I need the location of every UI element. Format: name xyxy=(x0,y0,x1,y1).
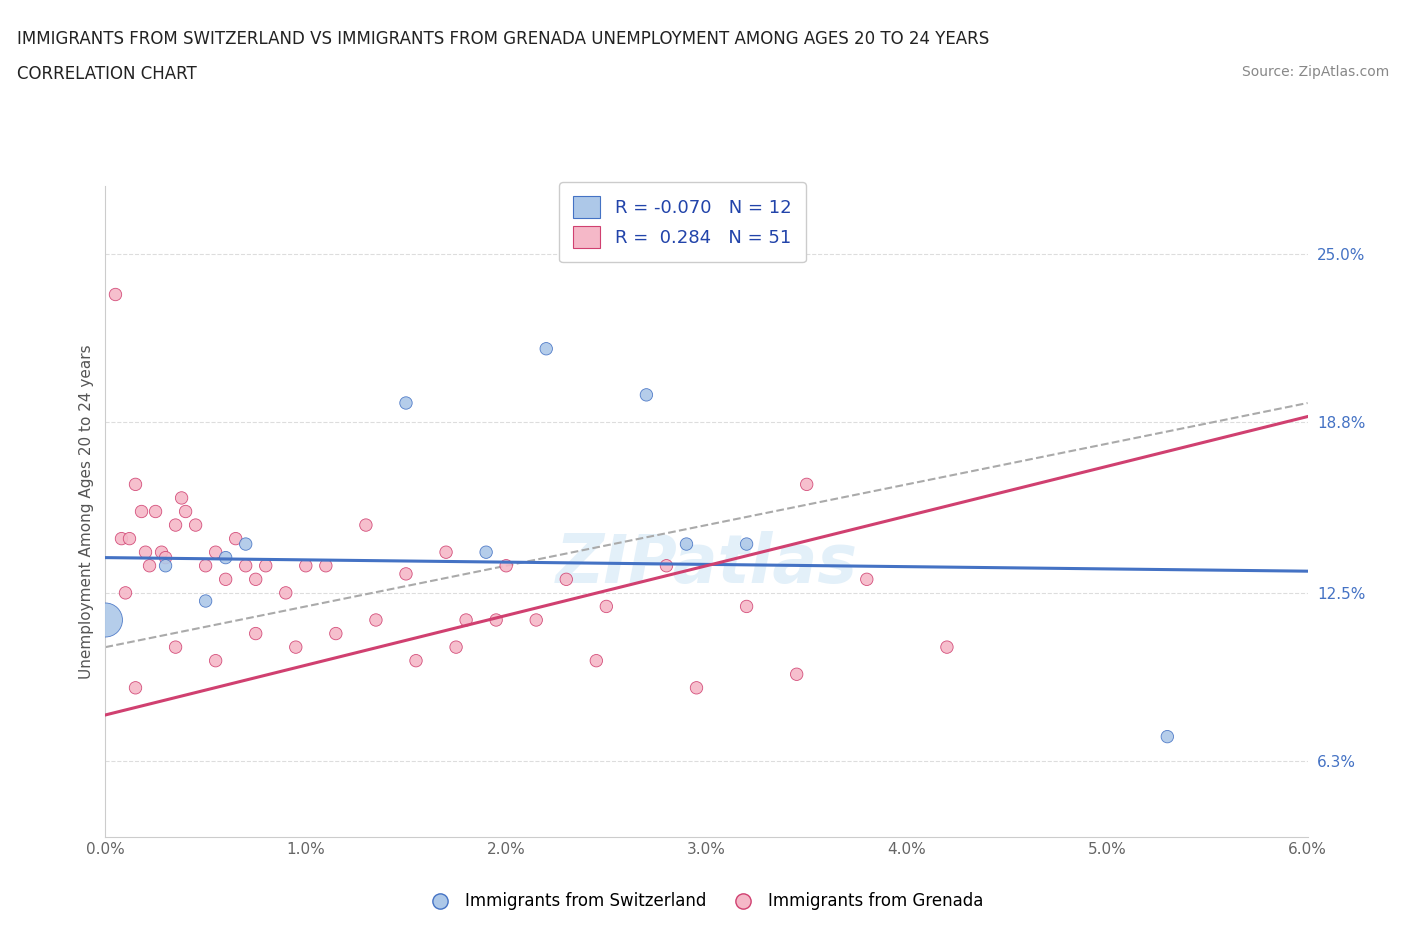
Point xyxy=(131,504,153,519)
Point xyxy=(155,551,177,565)
Point xyxy=(534,341,557,356)
Point xyxy=(94,613,117,628)
Point xyxy=(475,545,498,560)
Point xyxy=(194,558,217,573)
Legend: R = -0.070   N = 12, R =  0.284   N = 51: R = -0.070 N = 12, R = 0.284 N = 51 xyxy=(560,182,806,262)
Point xyxy=(110,531,132,546)
Point xyxy=(735,599,758,614)
Y-axis label: Unemployment Among Ages 20 to 24 years: Unemployment Among Ages 20 to 24 years xyxy=(79,344,94,679)
Text: IMMIGRANTS FROM SWITZERLAND VS IMMIGRANTS FROM GRENADA UNEMPLOYMENT AMONG AGES 2: IMMIGRANTS FROM SWITZERLAND VS IMMIGRANT… xyxy=(17,30,990,47)
Point xyxy=(124,477,146,492)
Point xyxy=(170,490,193,505)
Point xyxy=(104,287,127,302)
Point xyxy=(655,558,678,573)
Point xyxy=(786,667,808,682)
Point xyxy=(434,545,457,560)
Point xyxy=(274,586,297,601)
Point xyxy=(354,518,377,533)
Point xyxy=(1156,729,1178,744)
Point xyxy=(204,545,226,560)
Point xyxy=(315,558,337,573)
Point xyxy=(585,653,607,668)
Point xyxy=(796,477,818,492)
Point xyxy=(114,586,136,601)
Point xyxy=(194,593,217,608)
Point xyxy=(395,395,418,410)
Point xyxy=(184,518,207,533)
Point xyxy=(245,626,267,641)
Text: ZIPatlas: ZIPatlas xyxy=(555,531,858,596)
Point xyxy=(204,653,226,668)
Point xyxy=(685,681,707,696)
Point xyxy=(735,537,758,551)
Point xyxy=(145,504,167,519)
Point xyxy=(124,681,146,696)
Point xyxy=(636,388,658,403)
Point xyxy=(855,572,877,587)
Point xyxy=(405,653,427,668)
Point xyxy=(118,531,141,546)
Point xyxy=(165,640,187,655)
Point xyxy=(294,558,316,573)
Point xyxy=(444,640,467,655)
Legend: Immigrants from Switzerland, Immigrants from Grenada: Immigrants from Switzerland, Immigrants … xyxy=(416,885,990,917)
Point xyxy=(235,558,257,573)
Point xyxy=(214,551,236,565)
Point xyxy=(155,558,177,573)
Point xyxy=(284,640,307,655)
Point xyxy=(454,613,477,628)
Point xyxy=(214,572,236,587)
Point xyxy=(225,531,247,546)
Point xyxy=(595,599,617,614)
Point xyxy=(555,572,578,587)
Point xyxy=(138,558,160,573)
Point xyxy=(165,518,187,533)
Point xyxy=(524,613,547,628)
Point xyxy=(936,640,959,655)
Point xyxy=(235,537,257,551)
Point xyxy=(254,558,277,573)
Point xyxy=(150,545,173,560)
Point xyxy=(675,537,697,551)
Text: Source: ZipAtlas.com: Source: ZipAtlas.com xyxy=(1241,65,1389,79)
Point xyxy=(325,626,347,641)
Point xyxy=(135,545,157,560)
Text: CORRELATION CHART: CORRELATION CHART xyxy=(17,65,197,83)
Point xyxy=(485,613,508,628)
Point xyxy=(364,613,387,628)
Point xyxy=(395,566,418,581)
Point xyxy=(174,504,197,519)
Point xyxy=(495,558,517,573)
Point xyxy=(245,572,267,587)
